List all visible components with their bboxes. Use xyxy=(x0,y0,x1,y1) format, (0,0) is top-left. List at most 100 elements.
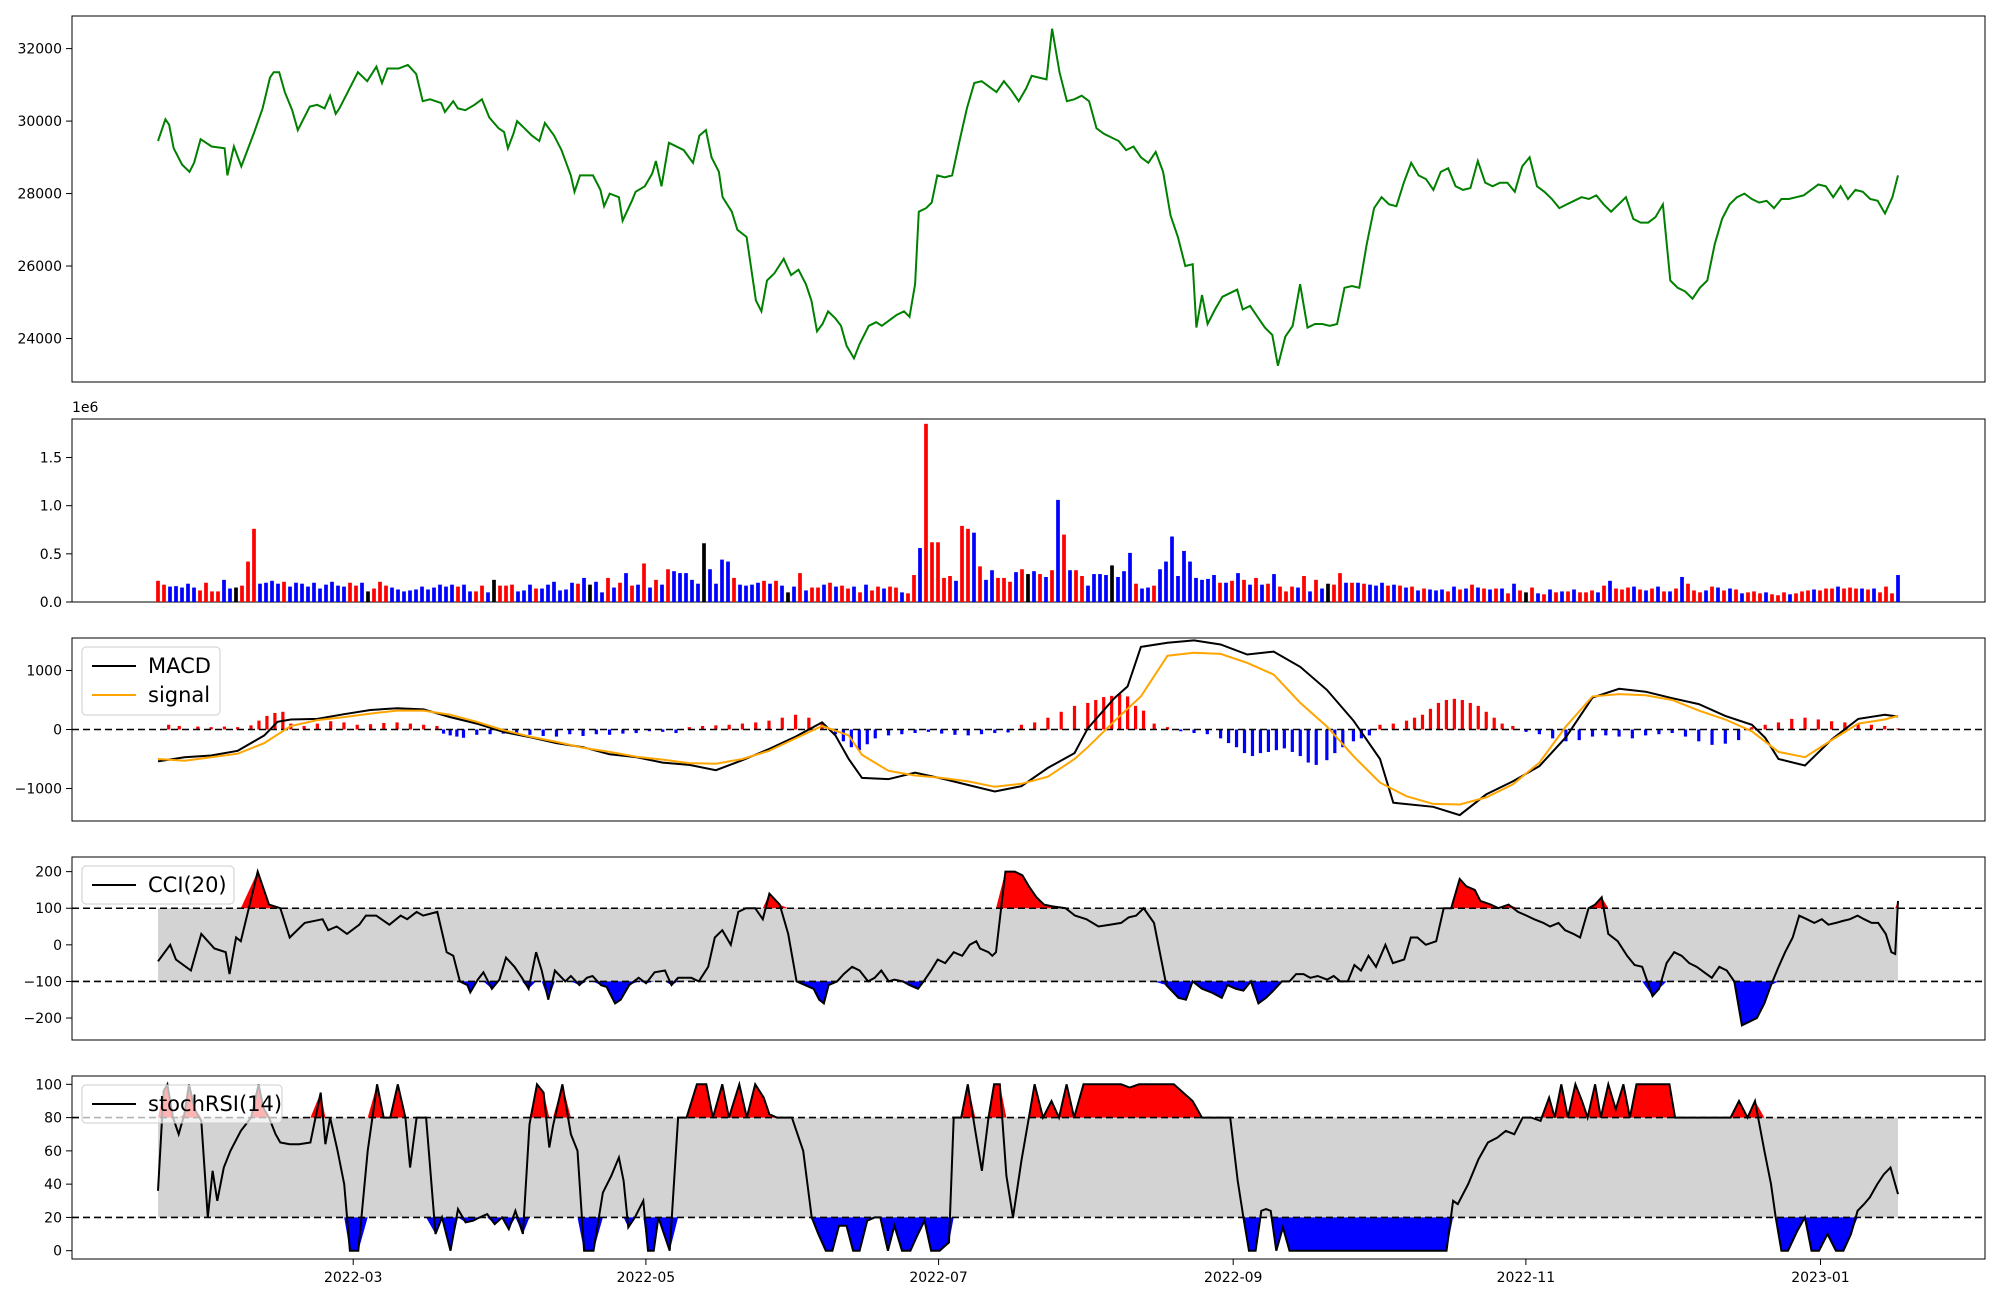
macd-histogram-bar xyxy=(1460,699,1464,730)
x-tick-label: 2022-03 xyxy=(324,1270,383,1286)
volume-bar xyxy=(558,590,562,602)
volume-bar xyxy=(294,582,298,602)
volume-bar xyxy=(1614,588,1618,602)
volume-bar xyxy=(774,580,778,602)
volume-bar xyxy=(1074,570,1078,602)
volume-bar xyxy=(528,584,532,602)
volume-bar xyxy=(690,579,694,602)
macd-histogram-bar xyxy=(1776,722,1781,730)
volume-bar xyxy=(984,579,988,602)
volume-bar xyxy=(756,582,760,602)
volume-bar xyxy=(642,563,646,602)
volume-bar xyxy=(1014,572,1018,602)
price-panel: 24000 26000 28000 30000 32000 xyxy=(17,15,1986,383)
volume-bar xyxy=(606,577,610,602)
volume-bar xyxy=(306,586,310,602)
volume-bar xyxy=(186,583,190,602)
macd-histogram-bar xyxy=(1298,729,1302,757)
volume-bar xyxy=(1650,588,1654,602)
macd-histogram-bar xyxy=(1816,719,1820,730)
volume-bar xyxy=(738,584,742,602)
volume-bar xyxy=(384,585,388,602)
macd-histogram-bar xyxy=(1266,729,1271,752)
volume-bar xyxy=(1506,593,1510,602)
volume-bar xyxy=(924,423,928,602)
macd-histogram-bar xyxy=(1750,727,1754,730)
volume-bar xyxy=(390,587,394,602)
volume-bar xyxy=(840,585,844,602)
volume-bar xyxy=(918,548,922,602)
macd-histogram-bar xyxy=(455,729,459,737)
volume-bar xyxy=(252,528,256,602)
volume-bar xyxy=(1176,575,1180,602)
macd-histogram-bar xyxy=(1192,729,1196,734)
macd-histogram-bar xyxy=(1126,696,1130,730)
volume-bar xyxy=(798,573,802,602)
volume-bar xyxy=(1818,590,1822,602)
volume-bar xyxy=(426,589,430,602)
volume-bar xyxy=(1116,576,1120,602)
legend-signal-label: signal xyxy=(148,683,210,707)
macd-histogram-bar xyxy=(1179,729,1183,732)
volume-bar xyxy=(996,577,1000,602)
volume-bar xyxy=(1638,589,1642,602)
macd-histogram-bar xyxy=(236,727,240,730)
volume-bar xyxy=(786,592,790,602)
macd-histogram-bar xyxy=(368,724,373,730)
volume-bar xyxy=(1332,584,1336,602)
x-tick-label: 2022-05 xyxy=(617,1270,676,1286)
volume-bar xyxy=(456,586,460,602)
macd-histogram-bar xyxy=(568,729,572,735)
volume-bar xyxy=(1788,594,1792,602)
volume-bar xyxy=(966,528,970,602)
stochrsi-oversold-fill xyxy=(158,1217,1898,1251)
cci-ytick-label: 200 xyxy=(35,865,62,881)
volume-bar xyxy=(1800,591,1804,602)
volume-bar xyxy=(816,587,820,602)
cci-ytick-label: −100 xyxy=(24,974,62,990)
volume-bar xyxy=(174,586,178,602)
macd-histogram-bar xyxy=(249,725,253,730)
macd-histogram-bar xyxy=(196,726,200,730)
macd-histogram-bar xyxy=(1325,729,1329,761)
volume-bar xyxy=(1230,580,1234,602)
macd-histogram-bar xyxy=(1205,729,1209,735)
macd-histogram-bar xyxy=(1617,729,1621,737)
macd-histogram-bar xyxy=(1420,714,1425,730)
macd-histogram-bar xyxy=(1314,729,1318,765)
volume-bar xyxy=(912,575,916,602)
macd-histogram-bar xyxy=(448,729,452,736)
macd-histogram-bar xyxy=(1737,729,1741,741)
volume-bar xyxy=(1134,583,1138,602)
volume-bar xyxy=(762,580,766,602)
volume-bar xyxy=(720,559,724,602)
macd-histogram-bar xyxy=(1351,729,1356,742)
legend-macd-label: MACD xyxy=(148,654,211,678)
volume-bar xyxy=(348,582,352,602)
x-tick-label: 2023-01 xyxy=(1791,1270,1850,1286)
macd-histogram-bar xyxy=(1242,729,1247,754)
volume-bar xyxy=(1038,574,1042,602)
volume-bar xyxy=(1554,592,1558,602)
volume-bar xyxy=(240,585,244,602)
volume-bar xyxy=(1374,585,1378,602)
macd-histogram-bar xyxy=(1537,729,1541,735)
volume-bar xyxy=(930,542,934,602)
volume-bar xyxy=(1434,590,1438,602)
volume-bar xyxy=(708,569,712,602)
volume-bar xyxy=(420,586,424,602)
macd-histogram-bar xyxy=(315,723,319,730)
macd-histogram-bar xyxy=(273,712,277,730)
macd-histogram-bar xyxy=(1072,705,1077,730)
volume-bar xyxy=(1110,565,1114,602)
stochrsi-ytick-label: 40 xyxy=(44,1177,62,1193)
price-line xyxy=(157,28,1899,366)
macd-ytick-label: 0 xyxy=(53,723,62,739)
volume-bar xyxy=(192,587,196,602)
volume-bar xyxy=(1494,588,1498,602)
macd-histogram-bar xyxy=(1604,729,1608,736)
cci-panel: −200 −100 0 100 200 CCI(20) xyxy=(24,856,1986,1041)
macd-histogram-bar xyxy=(209,727,213,730)
volume-bar xyxy=(1584,592,1588,602)
volume-bar xyxy=(1560,591,1564,602)
